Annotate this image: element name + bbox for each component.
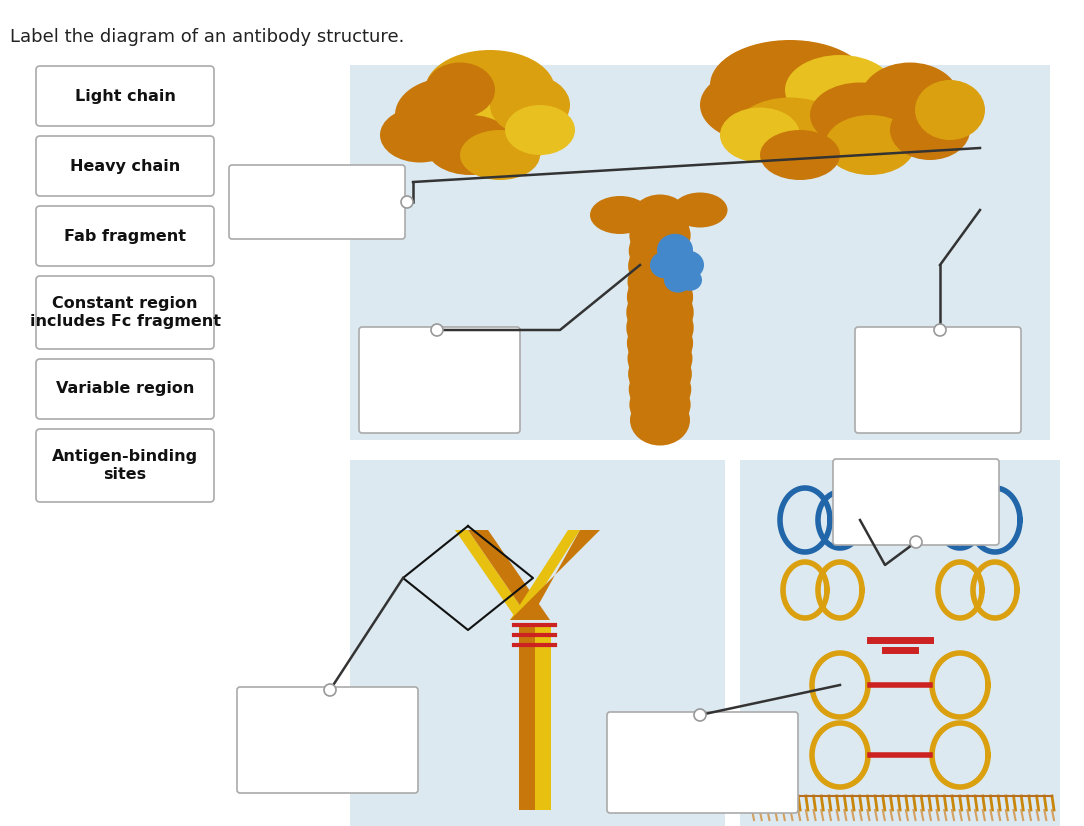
Ellipse shape [590, 196, 650, 234]
Text: Label the diagram of an antibody structure.: Label the diagram of an antibody structu… [10, 28, 404, 46]
Ellipse shape [628, 239, 692, 293]
Ellipse shape [785, 55, 895, 125]
Ellipse shape [720, 107, 800, 163]
Ellipse shape [700, 68, 820, 143]
Ellipse shape [380, 107, 460, 163]
Ellipse shape [664, 268, 692, 292]
Text: Variable region: Variable region [55, 382, 194, 396]
Text: Antigen-binding
sites: Antigen-binding sites [52, 449, 198, 482]
Ellipse shape [630, 395, 691, 445]
Ellipse shape [627, 315, 693, 371]
Circle shape [694, 709, 706, 721]
Ellipse shape [810, 83, 909, 148]
Ellipse shape [425, 63, 495, 117]
Ellipse shape [627, 283, 694, 341]
Ellipse shape [630, 378, 691, 430]
Circle shape [934, 324, 946, 336]
Ellipse shape [825, 115, 915, 175]
Ellipse shape [395, 78, 505, 153]
Bar [350, 65, 1050, 440]
Ellipse shape [629, 363, 692, 415]
Circle shape [431, 324, 443, 336]
Ellipse shape [425, 50, 555, 130]
Polygon shape [455, 530, 530, 620]
Ellipse shape [460, 130, 540, 180]
FancyBboxPatch shape [229, 165, 405, 239]
Text: Constant region
includes Fc fragment: Constant region includes Fc fragment [29, 297, 220, 329]
Text: Fab fragment: Fab fragment [64, 229, 186, 244]
FancyBboxPatch shape [237, 687, 418, 793]
Polygon shape [509, 530, 580, 620]
Bar [740, 460, 1060, 826]
Ellipse shape [490, 75, 570, 135]
Ellipse shape [678, 269, 702, 291]
FancyBboxPatch shape [36, 66, 214, 126]
Bar [350, 460, 725, 826]
Polygon shape [509, 530, 601, 620]
Ellipse shape [630, 194, 691, 245]
Ellipse shape [628, 254, 693, 309]
FancyBboxPatch shape [36, 359, 214, 419]
Ellipse shape [672, 192, 727, 227]
FancyBboxPatch shape [36, 429, 214, 502]
Circle shape [401, 196, 413, 208]
FancyBboxPatch shape [607, 712, 798, 813]
Ellipse shape [672, 250, 704, 279]
FancyBboxPatch shape [359, 327, 520, 433]
Ellipse shape [628, 331, 693, 386]
FancyBboxPatch shape [36, 206, 214, 266]
Ellipse shape [628, 347, 692, 401]
Ellipse shape [760, 130, 840, 180]
Ellipse shape [860, 63, 960, 137]
Ellipse shape [915, 80, 985, 140]
Ellipse shape [425, 115, 515, 175]
Polygon shape [468, 530, 550, 620]
Text: Heavy chain: Heavy chain [69, 159, 180, 173]
Ellipse shape [750, 70, 890, 150]
Ellipse shape [629, 224, 692, 278]
Ellipse shape [505, 105, 575, 155]
Polygon shape [535, 625, 551, 810]
Ellipse shape [627, 299, 694, 356]
Ellipse shape [460, 97, 560, 163]
Ellipse shape [650, 251, 680, 278]
FancyBboxPatch shape [36, 276, 214, 349]
FancyBboxPatch shape [36, 136, 214, 196]
Ellipse shape [657, 234, 693, 266]
Polygon shape [519, 625, 535, 810]
Ellipse shape [890, 100, 970, 160]
Circle shape [909, 536, 922, 548]
Text: Light chain: Light chain [75, 88, 176, 103]
Ellipse shape [630, 209, 691, 261]
Ellipse shape [627, 268, 693, 325]
FancyBboxPatch shape [855, 327, 1021, 433]
Ellipse shape [710, 40, 870, 130]
Ellipse shape [735, 97, 846, 163]
FancyBboxPatch shape [833, 459, 999, 545]
Circle shape [324, 684, 336, 696]
